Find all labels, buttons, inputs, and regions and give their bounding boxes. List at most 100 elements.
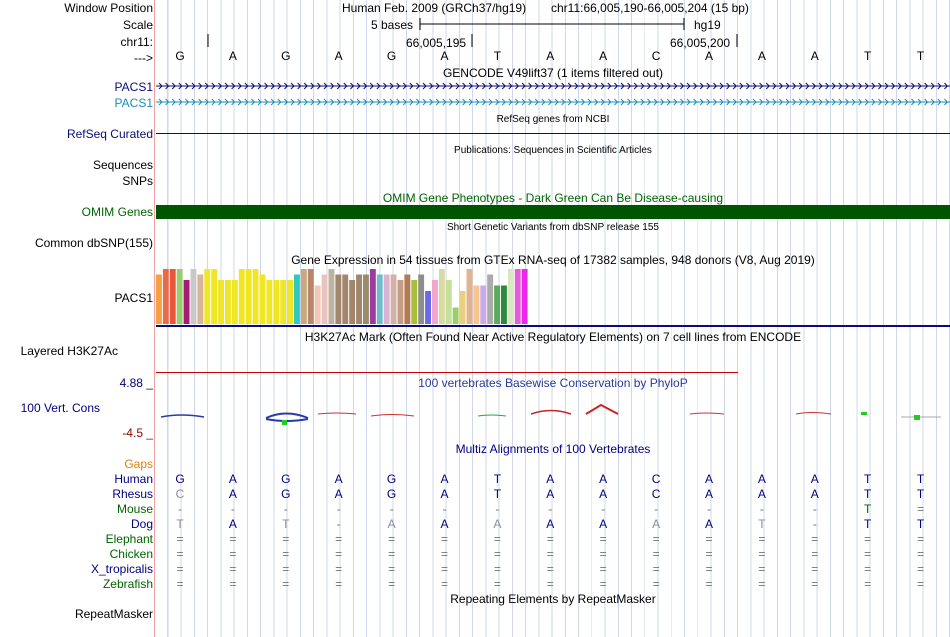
strand-chevron <box>620 82 625 90</box>
strand-chevron <box>475 82 480 90</box>
alignment-base: = <box>229 562 237 576</box>
strand-chevron <box>482 82 487 90</box>
gtex-tissue-bar <box>452 307 459 324</box>
gtex-bar-chart[interactable] <box>156 268 950 328</box>
alignment-base: = <box>758 577 766 591</box>
strand-chevron <box>878 82 883 90</box>
pacs1-gene-track-2[interactable] <box>156 97 950 107</box>
strand-chevron <box>891 82 896 90</box>
strand-chevron <box>693 82 698 90</box>
alignment-base: = <box>493 532 501 546</box>
strand-chevron <box>937 98 942 106</box>
strand-chevron <box>218 98 223 106</box>
repeatmasker-label[interactable]: RepeatMasker <box>74 607 153 621</box>
multiz-track-title[interactable]: Multiz Alignments of 100 Vertebrates <box>455 442 651 456</box>
phylop-signal-1 <box>160 414 205 418</box>
refseq-curated-label[interactable]: RefSeq Curated <box>66 127 153 141</box>
strand-chevron <box>818 82 823 90</box>
strand-chevron <box>211 82 216 90</box>
gtex-track-title[interactable]: Gene Expression in 54 tissues from GTEx … <box>291 253 815 267</box>
strand-chevron <box>409 98 414 106</box>
strand-chevron <box>798 82 803 90</box>
strand-chevron <box>759 98 764 106</box>
h3k27ac-signal-line[interactable] <box>156 372 738 373</box>
strand-chevron <box>257 82 262 90</box>
publications-track-title[interactable]: Publications: Sequences in Scientific Ar… <box>454 145 652 156</box>
strand-chevron <box>600 98 605 106</box>
strand-chevron <box>462 82 467 90</box>
vert-cons-label[interactable]: 100 Vert. Cons <box>20 401 100 415</box>
phylop-ymin-label: -4.5 _ <box>122 426 153 440</box>
refseq-track-title[interactable]: RefSeq genes from NCBI <box>496 114 610 125</box>
strand-chevron <box>851 98 856 106</box>
strand-chevron <box>277 82 282 90</box>
phylop-signal-6 <box>370 414 415 417</box>
alignment-base: T <box>493 487 502 501</box>
strand-chevron <box>376 98 381 106</box>
strand-chevron <box>224 98 229 106</box>
h3k27ac-label[interactable]: Layered H3K27Ac <box>20 344 118 358</box>
strand-chevron <box>653 98 658 106</box>
base-2: G <box>281 49 291 63</box>
strand-chevron <box>165 98 170 106</box>
alignment-base: = <box>917 502 925 516</box>
gtex-tissue-bar <box>225 280 231 324</box>
pacs1-gene-track[interactable] <box>156 81 950 91</box>
snps-label[interactable]: SNPs <box>122 174 153 188</box>
gtex-gene-label[interactable]: PACS1 <box>114 291 153 305</box>
strand-chevron <box>290 82 295 90</box>
strand-chevron <box>449 82 454 90</box>
sequences-label[interactable]: Sequences <box>92 158 153 172</box>
strand-chevron <box>739 82 744 90</box>
strand-chevron <box>402 98 407 106</box>
alignment-base: - <box>812 502 817 516</box>
strand-chevron <box>191 82 196 90</box>
common-dbsnp-label[interactable]: Common dbSNP(155) <box>34 236 153 250</box>
gtex-tissue-bar <box>266 280 273 324</box>
pacs1-gencode-label-2[interactable]: PACS1 <box>114 96 153 110</box>
ruler-tick-3 <box>736 34 738 47</box>
omim-genes-label[interactable]: OMIM Genes <box>81 205 153 219</box>
gtex-tissue-bar <box>418 274 425 324</box>
gaps-label[interactable]: Gaps <box>124 457 153 471</box>
phylop-track-title[interactable]: 100 vertebrates Basewise Conservation by… <box>418 376 688 390</box>
gtex-tissue-bar <box>494 285 500 324</box>
ruler-coord-2: 66,005,200 <box>670 36 731 50</box>
alignment-base: = <box>864 547 872 561</box>
pacs1-gencode-label[interactable]: PACS1 <box>114 80 153 94</box>
strand-chevron <box>488 82 493 90</box>
strand-chevron <box>686 82 691 90</box>
strand-chevron <box>812 82 817 90</box>
strand-chevron <box>231 82 236 90</box>
omim-track-title[interactable]: OMIM Gene Phenotypes - Dark Green Can Be… <box>382 191 724 205</box>
alignment-base: - <box>495 502 500 516</box>
omim-gene-bar[interactable] <box>156 205 950 219</box>
alignment-base: T <box>176 517 184 531</box>
strand-chevron <box>218 82 223 90</box>
alignment-base: T <box>493 472 502 486</box>
strand-chevron <box>501 98 506 106</box>
phylop-wiggle[interactable] <box>156 400 950 430</box>
alignment-base: = <box>229 547 237 561</box>
gencode-track-title[interactable]: GENCODE V49lift37 (1 items filtered out) <box>442 66 664 80</box>
refseq-gene-line[interactable] <box>156 133 950 134</box>
dbsnp-track-title[interactable]: Short Genetic Variants from dbSNP releas… <box>447 222 659 233</box>
alignment-base: = <box>599 532 607 546</box>
strand-chevron <box>323 98 328 106</box>
strand-chevron <box>574 82 579 90</box>
alignment-base: - <box>178 502 182 516</box>
strand-chevron <box>515 82 520 90</box>
h3k27ac-track-title[interactable]: H3K27Ac Mark (Often Found Near Active Re… <box>304 330 802 344</box>
strand-chevron <box>317 98 322 106</box>
base-1: A <box>228 49 237 63</box>
repeatmasker-track-title[interactable]: Repeating Elements by RepeatMasker <box>450 592 656 606</box>
strand-chevron <box>944 98 949 106</box>
strand-chevron <box>581 82 586 90</box>
strand-chevron <box>541 98 546 106</box>
gtex-tissue-bar <box>231 280 238 324</box>
chrom-label: chr11: <box>120 35 153 49</box>
alignment-base: - <box>336 502 341 516</box>
strand-chevron <box>389 98 394 106</box>
base-6: T <box>493 49 502 63</box>
strand-chevron <box>561 98 566 106</box>
